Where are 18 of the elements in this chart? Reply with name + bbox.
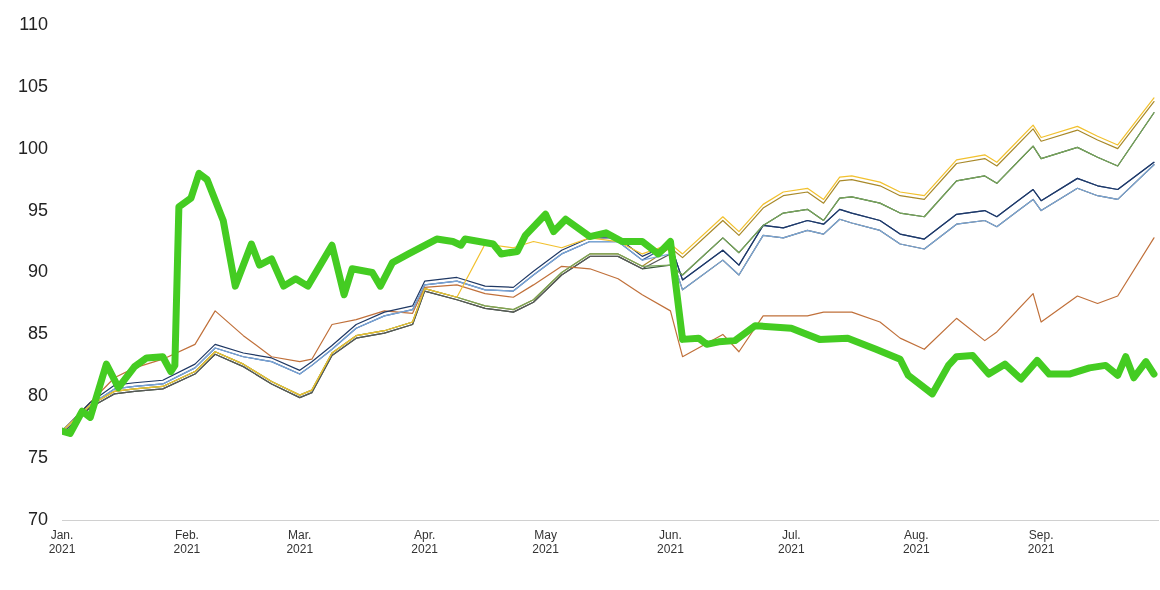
y-tick-label: 105: [17, 75, 49, 96]
x-tick-label: Feb. 2021: [173, 527, 201, 557]
y-tick-label: 90: [28, 261, 49, 282]
x-tick-label: May 2021: [532, 527, 560, 557]
x-tick-label: Jul. 2021: [777, 527, 805, 557]
x-tick-label: Jun. 2021: [657, 527, 685, 557]
y-tick-label: 85: [28, 323, 49, 344]
x-tick-label: Apr. 2021: [411, 527, 439, 557]
y-tick-label: 95: [28, 199, 49, 220]
x-tick-label: Mar. 2021: [286, 527, 314, 557]
x-tick-label: Jan. 2021: [48, 527, 76, 557]
y-tick-label: 110: [19, 13, 49, 34]
y-tick-label: 75: [28, 447, 49, 468]
y-tick-label: 80: [28, 385, 49, 406]
x-tick-label: Sep. 2021: [1027, 527, 1055, 557]
y-tick-label: 100: [17, 137, 49, 158]
y-tick-label: 70: [28, 509, 49, 530]
x-tick-label: Aug. 2021: [902, 527, 930, 557]
